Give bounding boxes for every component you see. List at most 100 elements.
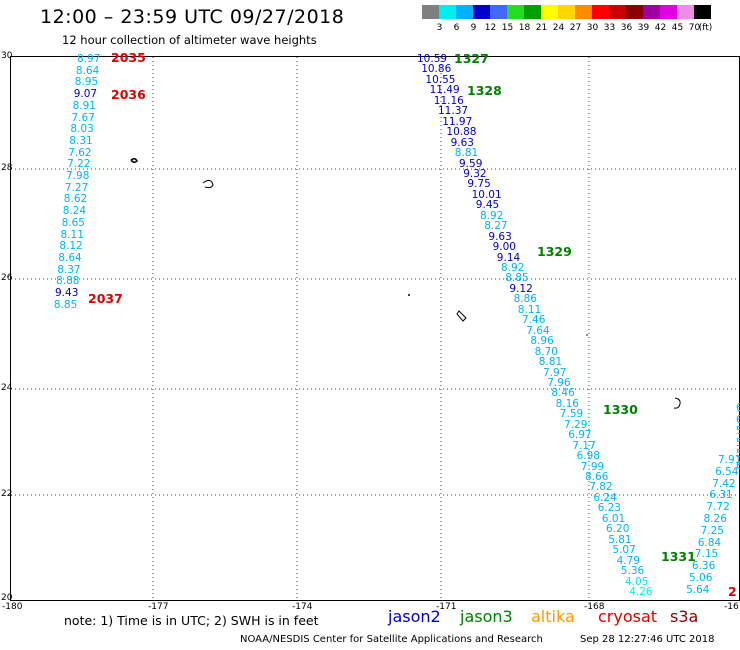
colorbar-swatch (643, 5, 660, 19)
wave-height-label: 6.20 (606, 523, 630, 536)
wave-height-label: 7.64 (526, 324, 550, 337)
wave-height-label: 7.27 (64, 181, 89, 194)
latitude-label: 22 (1, 489, 13, 499)
pass-number-label: 2036 (111, 87, 146, 102)
wave-height-label: 8.64 (75, 64, 100, 77)
wave-height-label: 9.14 (496, 251, 521, 264)
pass-number-label: 1330 (603, 402, 638, 417)
colorbar-swatch (541, 5, 558, 19)
satellite-legend-entry: cryosat (598, 607, 658, 626)
colorbar-swatch (677, 5, 694, 19)
island-outline (456, 310, 467, 322)
island-outline (202, 179, 214, 189)
colorbar-swatch (626, 5, 643, 19)
latitude-label: 24 (1, 383, 13, 393)
wave-height-label: 6.31 (709, 489, 733, 502)
colorbar-unit-label: (ft) (698, 23, 713, 33)
wave-height-label: 7.96 (547, 376, 571, 389)
wave-height-label: 11.97 (442, 115, 473, 128)
longitude-label: -177 (148, 602, 169, 612)
wave-height-label: 7.82 (589, 481, 613, 494)
wave-height-label: 4.05 (625, 575, 649, 588)
wave-height-label: 10.86 (421, 63, 452, 76)
wave-height-label: 7.91 (718, 454, 740, 466)
wave-height-label: 8.96 (530, 335, 554, 348)
wave-height-label: 6.36 (691, 560, 716, 573)
wave-height-label: 8.85 (53, 298, 78, 311)
wave-height-label: 8.27 (484, 220, 508, 233)
colorbar-tick-label: 45 (671, 23, 684, 33)
island-dot (586, 334, 588, 336)
wave-height-label: 8.11 (60, 228, 84, 241)
colorbar-swatch (473, 5, 490, 19)
wave-height-label: 8.92 (501, 262, 525, 274)
map-title: 12:00 – 23:59 UTC 09/27/2018 (40, 6, 345, 28)
wave-height-label: 7.98 (66, 170, 90, 182)
wave-height-label: 9.59 (459, 157, 483, 170)
wave-height-label: 10.88 (446, 126, 477, 139)
colorbar-tick-label: 21 (535, 23, 548, 33)
wave-height-label: 6.97 (568, 429, 592, 442)
map-overlay (11, 57, 739, 600)
wave-height-label: 7.29 (564, 418, 588, 431)
wave-height-label: 9.43 (55, 287, 79, 299)
colorbar-swatch (575, 5, 592, 19)
colorbar-tick-label: 18 (518, 23, 531, 33)
colorbar-swatch (524, 5, 541, 19)
credit-line: NOAA/NESDIS Center for Satellite Applica… (240, 634, 543, 645)
wave-height-label: 7.62 (68, 146, 92, 159)
wave-height-label: 8.62 (63, 193, 88, 206)
wave-height-label: 9.12 (509, 282, 533, 295)
wave-height-label: 8.81 (538, 356, 563, 369)
pass-number-label: 2 (728, 584, 737, 599)
latitude-label: 28 (1, 163, 13, 173)
pass-number-label: 1329 (537, 244, 572, 259)
colorbar-swatch (456, 5, 473, 19)
wave-height-label: 9.45 (475, 199, 500, 212)
wave-height-label: 9.63 (450, 136, 474, 149)
wave-height-label: 8.65 (61, 216, 85, 229)
wave-height-label: 9.75 (467, 178, 491, 191)
map-subtitle: 12 hour collection of altimeter wave hei… (62, 33, 317, 47)
longitude-label: -171 (436, 602, 457, 612)
wave-height-label: 7.42 (712, 477, 736, 490)
wave-height-label: 6.98 (576, 450, 600, 463)
wave-height-label: 8.91 (72, 99, 96, 112)
wave-height-label: 9.07 (73, 88, 98, 101)
wave-height-label: 7.67 (71, 111, 95, 124)
wave-height-label: 10.55 (425, 73, 456, 86)
generation-timestamp: Sep 28 12:27:46 UTC 2018 (580, 634, 715, 645)
wave-height-label: 5.36 (620, 565, 645, 578)
island-outline (130, 157, 138, 164)
colorbar-tick-label: 33 (603, 23, 616, 33)
colorbar-tick-label: 70 (688, 23, 701, 33)
wave-height-label: 5.81 (608, 533, 632, 546)
wave-height-label: 6.84 (697, 536, 722, 549)
colorbar-swatch (660, 5, 677, 19)
colorbar-swatch (439, 5, 456, 19)
colorbar-tick-label: 6 (453, 23, 460, 33)
wave-height-label: 9.32 (463, 167, 487, 180)
colorbar-swatch (490, 5, 507, 19)
map-plot-area: 8.97 8.64 8.95 9.07 8.91 7.67 8.03 8.31 7.62 7.22… (10, 51, 740, 601)
wave-height-label: 8.86 (513, 293, 537, 306)
wave-height-label: 5 (736, 436, 740, 449)
wave-height-label: 9.63 (488, 230, 512, 243)
wave-height-label: 11.16 (433, 94, 464, 107)
wave-height-label: 8.85 (505, 272, 529, 285)
wave-height-label: 8.37 (57, 263, 81, 276)
longitude-label: -174 (292, 602, 313, 612)
wave-height-label: 10.59 (417, 53, 448, 65)
colorbar-swatch (592, 5, 609, 19)
colorbar-tick-label: 24 (552, 23, 565, 33)
wave-height-label: 6 (736, 459, 740, 472)
satellite-legend-entry: s3a (670, 607, 699, 626)
colorbar-tick-label: 12 (484, 23, 497, 33)
wave-height-label: 8.26 (703, 513, 727, 525)
wave-height-label: 8.95 (74, 76, 99, 89)
wave-height-label: 8.81 (454, 147, 479, 160)
pass-number-label: 2037 (88, 291, 123, 306)
colorbar-swatch (507, 5, 524, 19)
wave-height-label: 11.49 (429, 84, 460, 97)
colorbar-tick-label: 3 (436, 23, 443, 33)
